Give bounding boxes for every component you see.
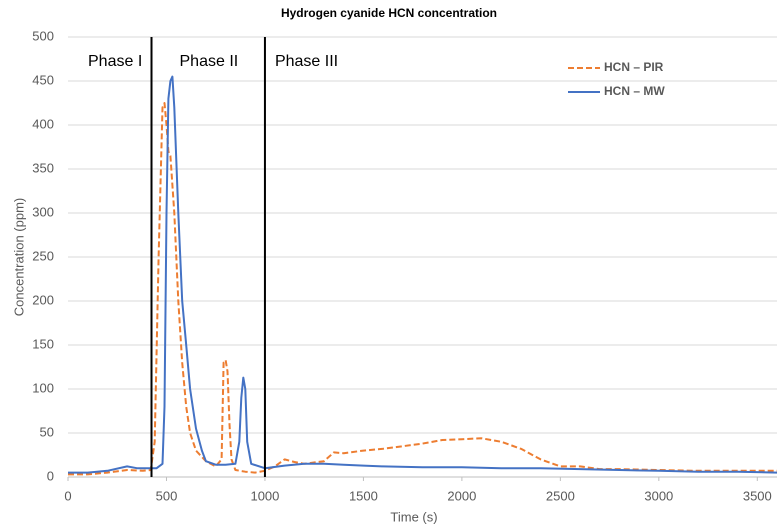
legend-label: HCN – MW [604,84,665,98]
x-axis-label: Time (s) [390,509,437,524]
chart-title: Hydrogen cyanide HCN concentration [281,6,497,20]
y-tick-label: 50 [40,424,54,439]
phase-label: Phase I [88,53,142,70]
y-tick-label: 400 [32,116,54,131]
x-tick-label: 1500 [349,488,378,503]
y-tick-label: 450 [32,72,54,87]
phase-label: Phase III [275,53,338,70]
y-tick-label: 0 [47,468,54,483]
data-line [68,75,778,474]
y-tick-label: 500 [32,28,54,43]
x-tick-label: 1000 [250,488,279,503]
x-tick-label: 500 [156,488,178,503]
y-axis-label: Concentration (ppm) [11,198,26,317]
x-tick-label: 2000 [447,488,476,503]
x-tick-label: 3500 [743,488,772,503]
y-tick-label: 350 [32,160,54,175]
x-tick-label: 3000 [644,488,673,503]
y-tick-label: 100 [32,380,54,395]
x-tick-label: 0 [64,488,71,503]
y-tick-label: 300 [32,204,54,219]
data-line [68,102,777,476]
y-tick-label: 150 [32,336,54,351]
y-tick-label: 200 [32,292,54,307]
x-tick-label: 2500 [546,488,575,503]
y-tick-label: 250 [32,248,54,263]
legend-label: HCN – PIR [604,60,664,74]
phase-label: Phase II [180,53,239,70]
